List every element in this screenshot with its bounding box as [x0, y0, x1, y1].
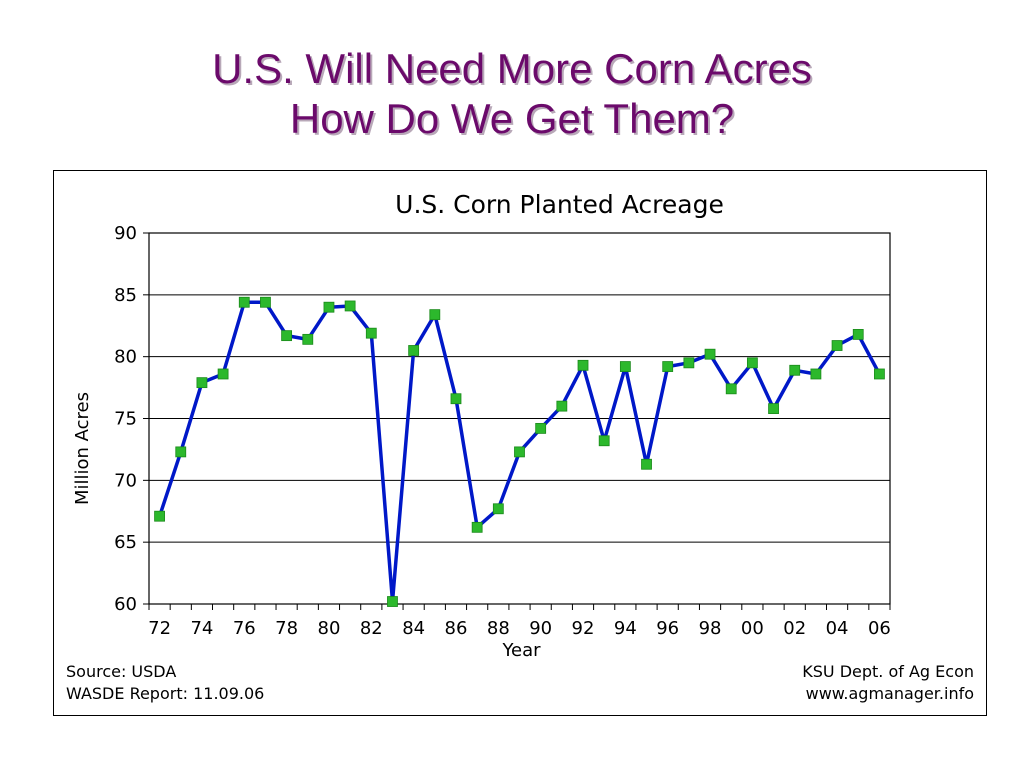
x-tick-label: 96	[656, 618, 679, 639]
data-point	[238, 296, 250, 308]
x-tick-label: 98	[699, 618, 722, 639]
data-point	[789, 364, 801, 376]
data-point	[196, 377, 208, 389]
data-point	[852, 329, 864, 340]
source-note: Source: USDA WASDE Report: 11.09.06	[66, 661, 264, 705]
data-point	[450, 393, 462, 405]
data-point	[365, 327, 377, 339]
data-point	[302, 333, 314, 345]
data-point	[831, 340, 843, 351]
data-point	[810, 368, 822, 380]
x-tick-label: 06	[868, 618, 891, 639]
data-point	[429, 309, 441, 321]
y-tick-label: 90	[114, 223, 137, 244]
data-point	[535, 422, 547, 434]
data-point	[217, 368, 229, 380]
x-tick-label: 04	[826, 618, 849, 639]
chart-frame: U.S. Corn Planted Acreage 60 65 70 75 80 85 90 7…	[53, 170, 987, 716]
x-tick-label: 90	[529, 618, 552, 639]
x-tick-label: 02	[783, 618, 806, 639]
y-tick-label: 65	[114, 532, 137, 553]
x-tick-label: 84	[402, 618, 425, 639]
data-point	[598, 435, 610, 447]
attribution-note: KSU Dept. of Ag Econ www.agmanager.info	[802, 661, 974, 705]
x-tick-label: 82	[360, 618, 383, 639]
slide-title: U.S. Will Need More Corn Acres How Do We…	[0, 44, 1024, 144]
website-text: www.agmanager.info	[805, 684, 974, 703]
data-point	[492, 503, 504, 515]
data-point	[683, 357, 695, 369]
slide-title-line-1: U.S. Will Need More Corn Acres	[212, 45, 812, 92]
data-point	[725, 383, 737, 395]
x-tick-label: 76	[233, 618, 256, 639]
data-point	[746, 357, 758, 369]
data-point	[344, 300, 356, 312]
y-tick-label: 80	[114, 347, 137, 368]
data-point	[556, 400, 568, 412]
y-tick-label: 60	[114, 594, 137, 615]
data-point	[768, 403, 779, 415]
report-text: WASDE Report: 11.09.06	[66, 684, 265, 703]
acreage-line-chart: U.S. Corn Planted Acreage 60 65 70 75 80 85 90 7…	[72, 190, 891, 661]
data-point	[662, 361, 674, 372]
x-tick-label: 80	[318, 618, 341, 639]
data-point	[281, 330, 293, 342]
data-point	[619, 361, 631, 372]
x-axis-label: Year	[501, 640, 541, 661]
data-point	[577, 359, 589, 371]
x-tick-label: 00	[741, 618, 764, 639]
data-point	[514, 446, 525, 458]
data-point	[175, 446, 187, 458]
y-axis-label: Million Acres	[72, 392, 93, 505]
data-point	[260, 296, 271, 308]
data-point	[471, 521, 483, 533]
source-text: Source: USDA	[66, 662, 177, 681]
y-tick-label: 85	[114, 285, 137, 306]
org-text: KSU Dept. of Ag Econ	[802, 662, 974, 681]
x-tick-label: 92	[572, 618, 595, 639]
x-tick-label: 86	[445, 618, 468, 639]
x-tick-label: 78	[275, 618, 298, 639]
x-tick-label: 74	[190, 618, 213, 639]
data-point	[387, 596, 398, 607]
data-point	[154, 510, 165, 522]
data-point	[408, 345, 420, 356]
x-tick-label: 72	[148, 618, 171, 639]
x-tick-label: 88	[487, 618, 510, 639]
data-point	[323, 301, 335, 313]
data-point	[641, 458, 652, 470]
data-point	[874, 368, 885, 380]
data-point	[704, 348, 716, 360]
y-tick-label: 75	[114, 409, 137, 430]
chart-title: U.S. Corn Planted Acreage	[395, 190, 724, 219]
y-tick-label: 70	[114, 470, 137, 491]
slide-title-line-2: How Do We Get Them?	[289, 95, 735, 142]
x-tick-label: 94	[614, 618, 637, 639]
